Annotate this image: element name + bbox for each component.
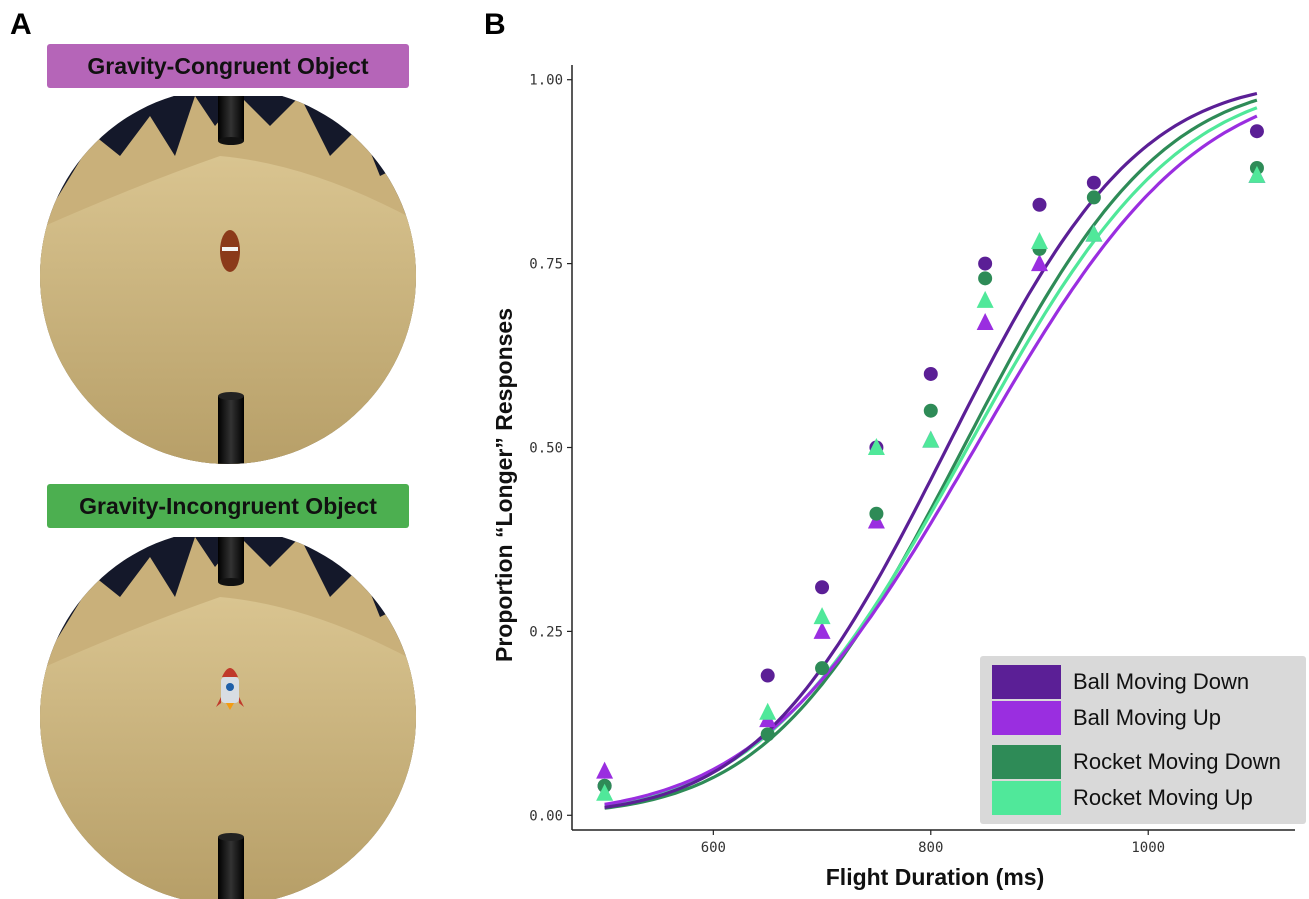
x-axis-label: Flight Duration (ms) bbox=[826, 864, 1044, 890]
point-ball-moving-down bbox=[815, 580, 830, 595]
legend-label: Rocket Moving Up bbox=[1073, 785, 1253, 810]
y-tick-label: 0.00 bbox=[529, 808, 563, 824]
point-ball-moving-down bbox=[978, 256, 993, 271]
bottom-pole bbox=[218, 837, 244, 899]
legend-label: Rocket Moving Down bbox=[1073, 749, 1281, 774]
curve-ball-moving-down bbox=[604, 91, 1258, 809]
point-rocket-moving-up bbox=[1031, 232, 1049, 250]
y-tick-label: 1.00 bbox=[529, 73, 563, 89]
point-rocket-moving-up bbox=[1248, 165, 1266, 183]
point-ball-moving-down bbox=[923, 366, 938, 381]
point-ball-moving-up bbox=[1031, 254, 1049, 272]
y-axis-label: Proportion “Longer” Responses bbox=[491, 308, 517, 662]
x-tick-label: 1000 bbox=[1131, 840, 1165, 856]
rocket-scene-image bbox=[40, 537, 416, 899]
point-ball-moving-down bbox=[1086, 175, 1101, 190]
bottom-pole bbox=[218, 396, 244, 464]
legend-label: Ball Moving Down bbox=[1073, 669, 1250, 694]
legend-item: Rocket Moving Up bbox=[992, 781, 1253, 815]
point-rocket-moving-up bbox=[759, 702, 777, 720]
legend-swatch bbox=[992, 745, 1061, 779]
point-rocket-moving-down bbox=[978, 271, 993, 286]
point-rocket-moving-up bbox=[1085, 224, 1103, 242]
sand-dune bbox=[40, 156, 416, 464]
panel-a-letter: A bbox=[10, 8, 32, 41]
point-rocket-moving-down bbox=[760, 727, 775, 742]
panel-b-letter: B bbox=[484, 8, 506, 41]
point-rocket-moving-up bbox=[976, 290, 994, 308]
ball-scene-image bbox=[40, 96, 416, 464]
point-ball-moving-up bbox=[976, 312, 994, 330]
point-ball-moving-up bbox=[596, 761, 614, 779]
curve-ball-moving-up bbox=[604, 114, 1258, 806]
y-tick-label: 0.25 bbox=[529, 624, 563, 640]
y-tick-label: 0.75 bbox=[529, 257, 563, 273]
x-tick-label: 600 bbox=[701, 840, 726, 856]
point-rocket-moving-down bbox=[1086, 190, 1101, 205]
point-rocket-moving-down bbox=[923, 403, 938, 418]
point-rocket-moving-up bbox=[867, 438, 885, 455]
gravity-incongruent-banner: Gravity-Incongruent Object bbox=[47, 484, 409, 528]
point-ball-moving-down bbox=[1032, 197, 1047, 212]
top-pole bbox=[218, 96, 244, 141]
legend-swatch bbox=[992, 701, 1061, 735]
point-rocket-moving-down bbox=[869, 506, 884, 521]
point-rocket-moving-up bbox=[922, 430, 940, 448]
sand-dune bbox=[40, 597, 416, 899]
gravity-congruent-banner: Gravity-Congruent Object bbox=[47, 44, 409, 88]
y-tick-label: 0.50 bbox=[529, 441, 563, 457]
chart-legend: Ball Moving Down Ball Moving Up Rocket Mov… bbox=[980, 656, 1306, 824]
point-ball-moving-down bbox=[760, 668, 775, 683]
legend-swatch bbox=[992, 781, 1061, 815]
top-pole bbox=[218, 537, 244, 582]
point-rocket-moving-down bbox=[815, 661, 830, 676]
psychometric-chart: 0.00 0.25 0.50 0.75 1.00 600 800 1000 Flight Du… bbox=[491, 65, 1295, 890]
point-ball-moving-down bbox=[1249, 124, 1264, 139]
curve-rocket-moving-down bbox=[604, 98, 1258, 810]
point-rocket-moving-up bbox=[813, 607, 831, 625]
point-rocket-moving-up bbox=[596, 783, 614, 801]
legend-swatch bbox=[992, 665, 1061, 699]
point-ball-moving-up bbox=[813, 621, 831, 639]
legend-item: Ball Moving Up bbox=[992, 701, 1221, 735]
legend-label: Ball Moving Up bbox=[1073, 705, 1221, 730]
legend-item: Rocket Moving Down bbox=[992, 745, 1281, 779]
legend-item: Ball Moving Down bbox=[992, 665, 1249, 699]
rocket-object bbox=[216, 668, 244, 710]
x-tick-label: 800 bbox=[918, 840, 943, 856]
